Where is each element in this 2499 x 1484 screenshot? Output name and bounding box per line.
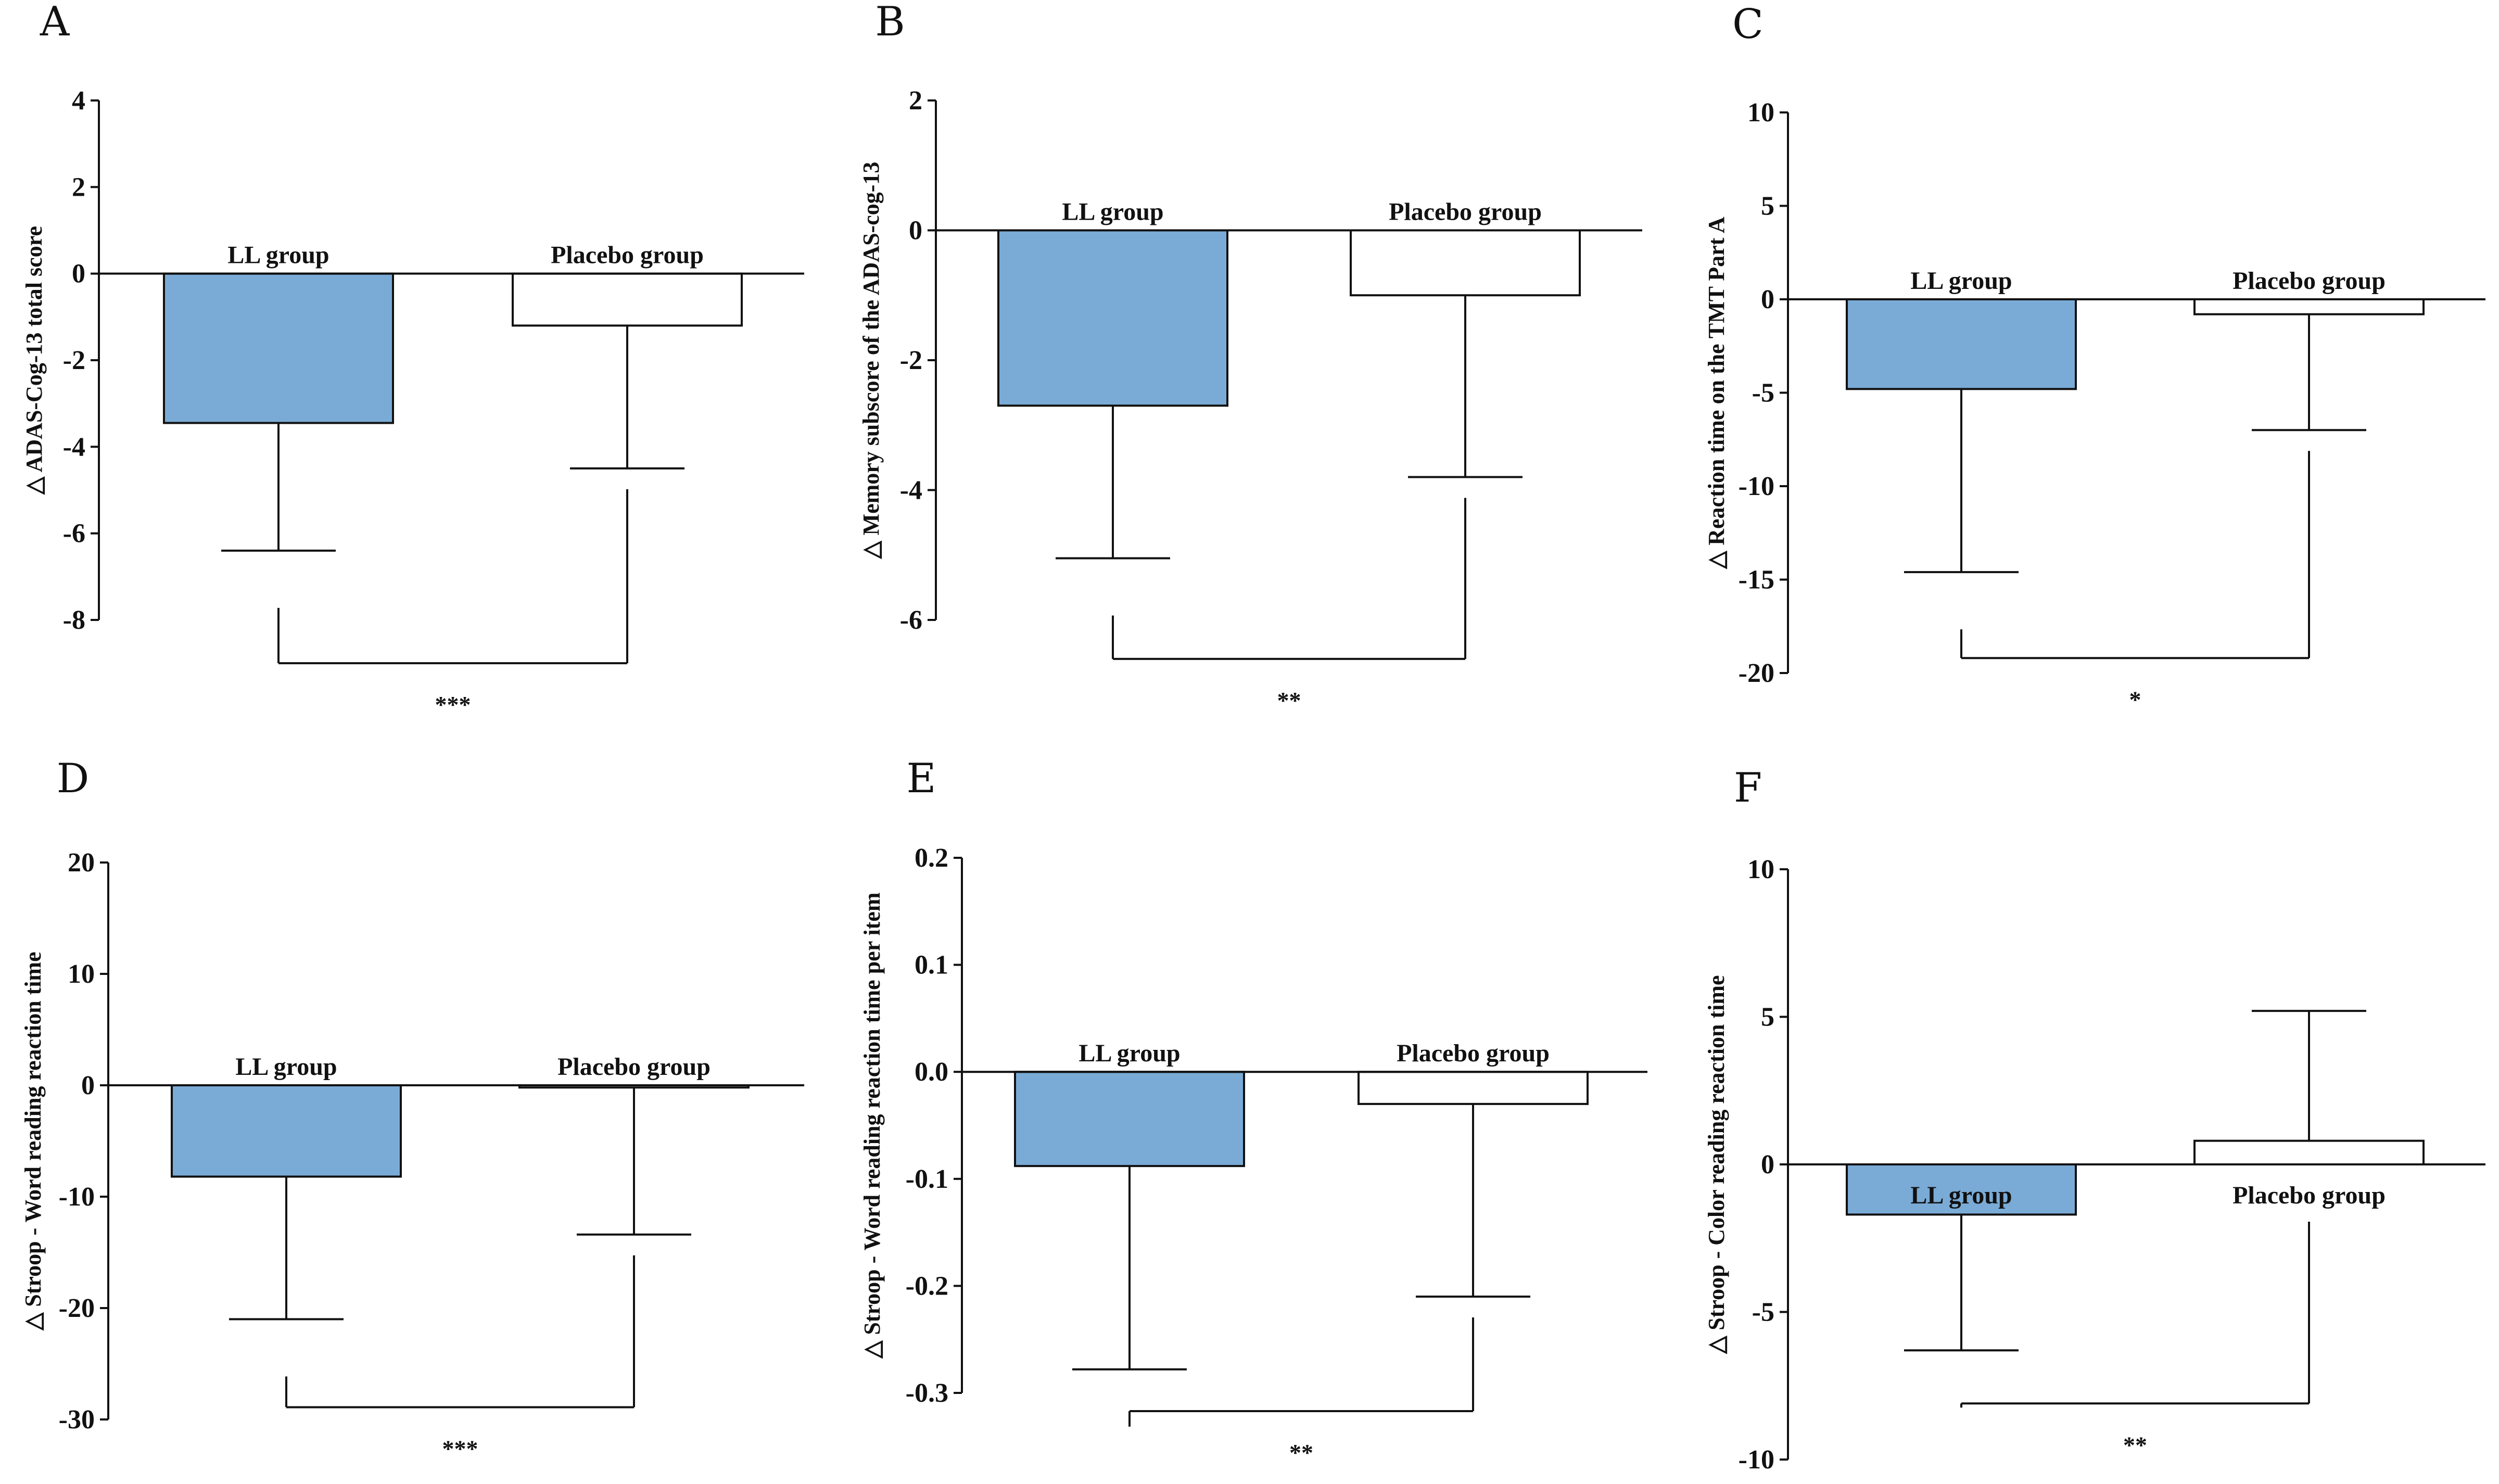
y-tick-label: -2 [63,346,85,375]
bar-placebo-group [1350,229,1581,297]
panel-F: F 10 5 0 -5 -10 △ Stroop - Color reading react… [1704,765,2485,1475]
panel-A: A 4 2 0 -2 -4 -6 -8 △ ADAS-Cog-13 total score LL … [21,0,804,718]
y-tick-label: 5 [1761,192,1774,221]
panel-D: D 20 10 0 -10 -20 -30 △ Stroop - Word reading r… [20,755,804,1462]
y-tick-label: 10 [1747,855,1774,884]
y-tick-label: 0.2 [915,843,948,873]
y-tick-label: -10 [59,1182,95,1212]
y-tick-label: 10 [68,959,95,989]
y-tick-label: -20 [59,1293,95,1323]
panel-letter: C [1732,1,1764,48]
label-placebo-group: Placebo group [551,242,704,269]
significance-label: * [2129,686,2141,713]
y-tick-label: 0.1 [915,950,948,980]
panel-C: C 10 5 0 -5 -10 -15 -20 △ Reaction time on the T… [1704,1,2485,713]
y-tick-label: -10 [1739,1445,1774,1475]
y-tick-label: 20 [68,848,95,878]
y-tick-label: 5 [1761,1003,1774,1032]
bar-placebo-group [2193,1139,2425,1165]
significance-label: ** [2123,1431,2147,1458]
bar-placebo-group [512,272,743,327]
y-tick-label: -30 [59,1405,95,1435]
significance-label: ** [1289,1439,1313,1466]
label-ll-group: LL group [1910,267,2012,295]
y-axis-label: △ Stroop - Color reading reaction time [1704,975,1729,1354]
significance-label: ** [1277,687,1301,714]
bar-ll-group [163,272,394,424]
bar-ll-group [997,229,1228,407]
y-tick-label: -0.1 [906,1164,948,1194]
y-tick-label: -0.2 [906,1271,948,1301]
label-placebo-group: Placebo group [1397,1039,1550,1067]
y-tick-label: -8 [63,605,85,635]
label-ll-group: LL group [1079,1039,1180,1067]
y-tick-label: -10 [1739,472,1774,501]
y-tick-label: 0 [72,259,85,289]
y-tick-label: -5 [1752,1298,1774,1327]
y-tick-label: -4 [63,432,85,462]
panel-letter: B [875,0,905,45]
label-placebo-group: Placebo group [2232,1182,2386,1209]
significance-label: *** [442,1435,478,1462]
label-ll-group: LL group [227,242,329,269]
panel-letter: D [57,755,90,802]
y-tick-label: -2 [900,346,922,375]
y-tick-label: 2 [72,172,85,202]
y-tick-label: 4 [72,86,85,116]
panel-letter: E [907,755,936,802]
y-tick-label: 0 [81,1071,95,1100]
panel-letter: A [40,0,70,45]
y-axis-label: △ Memory subscore of the ADAS-cog-13 [858,162,884,560]
y-axis-label: △ Stroop - Word reading reaction time pe… [859,892,885,1359]
label-placebo-group: Placebo group [1389,198,1542,226]
y-tick-label: 0 [1761,285,1774,314]
y-tick-label: 0 [909,216,922,246]
y-tick-label: -6 [900,605,922,635]
y-tick-label: 2 [909,86,922,116]
significance-label: *** [435,691,471,718]
panel-B: B 2 0 -2 -4 -6 △ Memory subscore of the ADAS-c… [858,0,1642,714]
y-tick-label: -15 [1739,565,1774,595]
y-axis-label: △ Reaction time on the TMT Part A [1704,217,1729,569]
y-tick-label: 0 [1761,1150,1774,1179]
y-tick-label: -6 [63,519,85,549]
label-ll-group: LL group [1910,1182,2012,1209]
label-ll-group: LL group [235,1053,337,1081]
bar-ll-group [1846,298,2077,390]
bar-placebo-group [2193,298,2425,315]
y-tick-label: -0.3 [906,1378,948,1408]
y-axis-label: △ ADAS-Cog-13 total score [21,226,47,495]
panel-letter: F [1734,765,1762,811]
label-placebo-group: Placebo group [2232,267,2386,295]
y-tick-label: -5 [1752,378,1774,408]
panel-E: E 0.2 0.1 0.0 -0.1 -0.2 -0.3 △ Stroop - Word re… [859,755,1647,1466]
label-placebo-group: Placebo group [557,1053,711,1081]
bar-ll-group [1014,1071,1245,1168]
y-axis-label: △ Stroop - Word reading reaction time [20,952,46,1330]
y-tick-label: -20 [1739,658,1774,688]
label-ll-group: LL group [1062,198,1163,226]
bar-placebo-group [1358,1071,1589,1105]
y-tick-label: 10 [1747,98,1774,128]
y-tick-label: 0.0 [915,1057,948,1087]
bar-ll-group [171,1084,402,1178]
y-tick-label: -4 [900,476,922,505]
